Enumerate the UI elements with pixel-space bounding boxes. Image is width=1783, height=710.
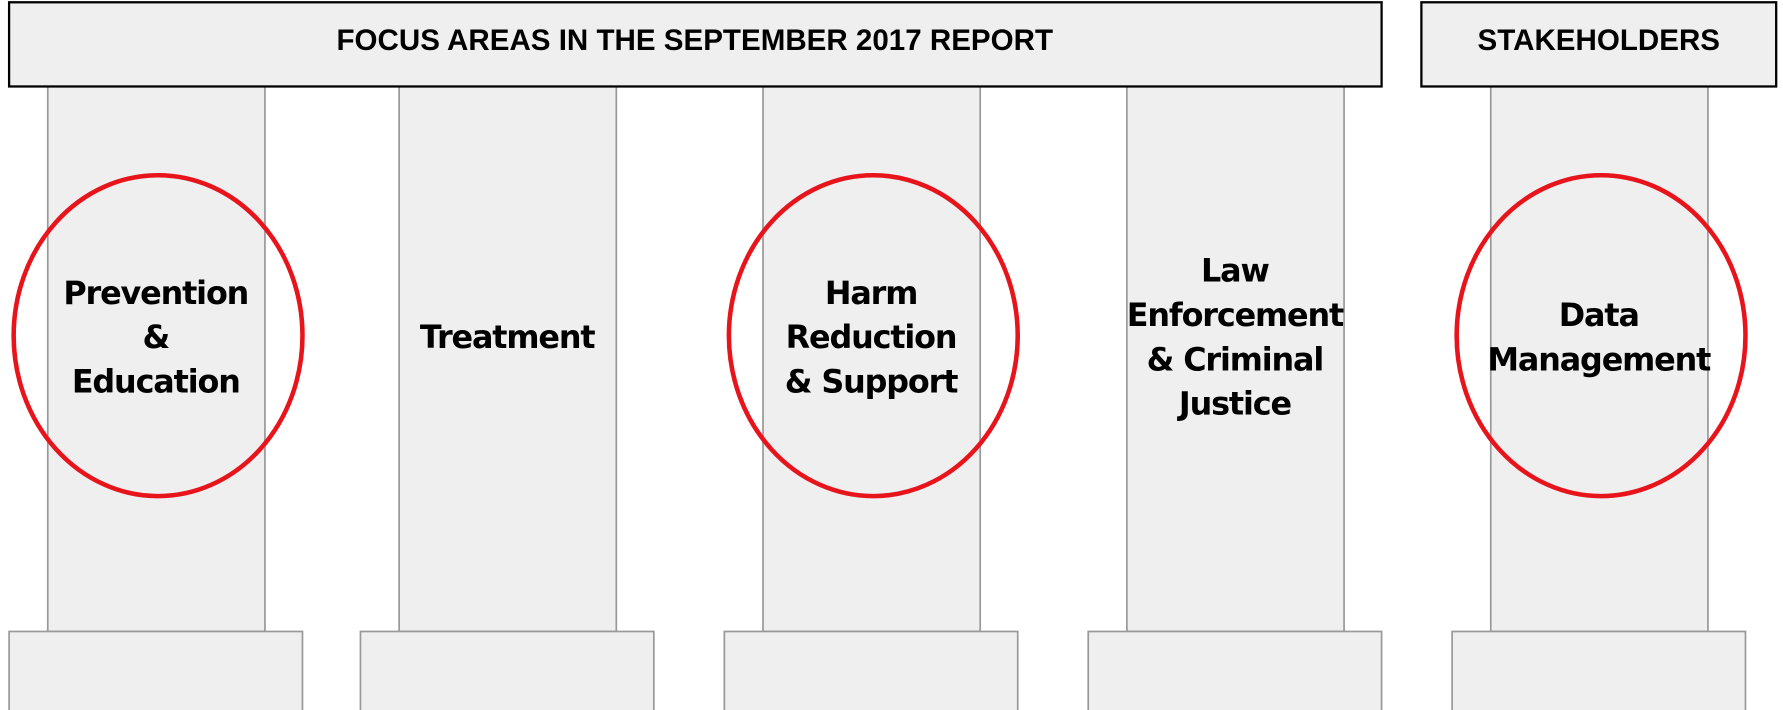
pillar-shaft [46,85,266,633]
pillar-shaft [1126,85,1345,633]
header-title: FOCUS AREAS IN THE SEPTEMBER 2017 REPORT [337,24,1054,57]
side-header-title: STAKEHOLDERS [1478,24,1720,57]
pillar-label: Management [1487,340,1711,378]
pillar-label: Treatment [420,318,595,356]
pillar-base [8,630,304,710]
pillar-label: & Support [785,363,958,401]
pillar-shaft [762,85,982,633]
pillar-label: Reduction [786,318,957,356]
pillar-label: Prevention [63,274,248,312]
pillar-base [723,630,1019,710]
pillar-label: Justice [1177,385,1292,423]
side-header-box [1420,1,1778,88]
pillar-label: & Criminal [1147,340,1324,378]
pillars: Prevention & Education Treatment Harm Reducti… [8,85,1748,710]
pillar-label: Data [1559,296,1639,334]
highlight-circle [1454,172,1748,499]
highlight-circle [726,172,1020,499]
pillar-base [1451,630,1747,710]
pillar-shaft [398,85,618,633]
pillar-label: Law [1201,252,1269,290]
pillar-base [1087,630,1383,710]
pillar-label: Enforcement [1127,296,1344,334]
pillar-label: Harm [825,274,917,312]
pillar-base [359,630,655,710]
pillar-label: Education [72,363,240,401]
highlight-circle [11,172,305,499]
pillar-label: & [142,318,169,356]
header-box [7,1,1383,88]
